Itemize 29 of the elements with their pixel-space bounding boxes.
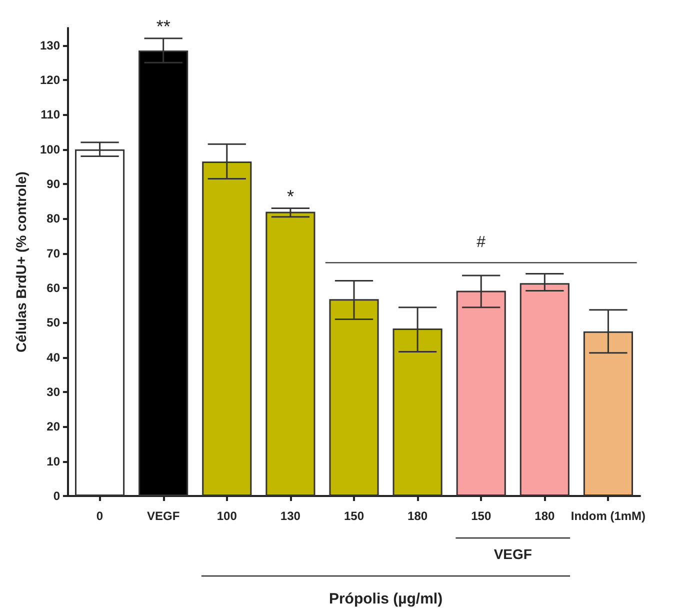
y-tick-label: 130 [40,38,60,52]
y-tick-label: 50 [46,316,60,330]
y-tick-label: 10 [46,454,60,468]
x-tick-label: 150 [344,509,364,523]
y-tick-label: 20 [46,420,60,434]
x-tick-label: 180 [408,509,428,523]
x-tick-label: 130 [280,509,301,523]
y-tick-label: 80 [46,212,60,226]
y-tick-label: 0 [53,489,60,503]
y-tick-label: 40 [46,350,60,364]
y-tick-label: 30 [46,385,60,399]
annotation: * [286,186,294,206]
y-tick-label: 100 [40,142,60,156]
y-tick-label: 70 [46,246,60,260]
annotation: # [476,234,486,252]
text: VEGF [494,546,532,562]
y-tick-label: 110 [40,108,60,122]
x-tick-label: Indom (1mM) [570,509,646,523]
x-tick-label: 180 [534,509,555,523]
y-tick-label: 90 [46,177,60,191]
y-tick-label: 60 [46,281,60,295]
x-tick-label: 150 [471,509,492,523]
x-tick-label: 100 [216,509,238,523]
y-tick-label: 120 [40,73,60,87]
x-tick-label: 0 [96,509,104,523]
y-axis-title: Células BrdU+ (% controle) [13,172,29,352]
x-tick-label: VEGF [146,509,180,523]
x-axis-title: Própolis (µg/ml) [328,590,443,608]
annotation: ** [156,16,170,36]
